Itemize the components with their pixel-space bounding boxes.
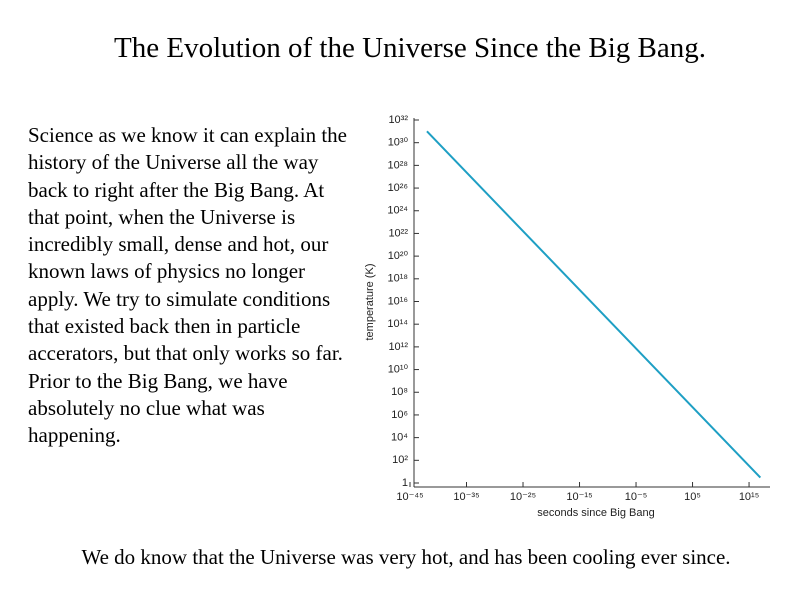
x-tick-label: 10⁻³⁵ — [453, 491, 479, 503]
y-axis-label: temperature (K) — [364, 263, 376, 340]
slide-title: The Evolution of the Universe Since the … — [114, 32, 706, 64]
y-tick-label: 10² — [392, 454, 408, 466]
body-text: Science as we know it can explain the hi… — [28, 123, 347, 448]
footer-text: We do know that the Universe was very ho… — [81, 545, 731, 569]
y-tick-label: 10¹⁰ — [388, 363, 409, 375]
y-tick-label: 10¹⁸ — [387, 273, 408, 285]
y-tick-label: 10²⁸ — [387, 159, 408, 171]
y-tick-label: 10¹⁴ — [387, 318, 408, 330]
x-tick-label: 10⁻⁴⁵ — [396, 491, 423, 503]
y-tick-label: 10⁴ — [391, 432, 408, 444]
y-tick-label: 1 — [402, 477, 408, 489]
y-tick-label: 10¹⁶ — [388, 295, 408, 307]
x-tick-label: 10⁻²⁵ — [510, 491, 536, 503]
x-tick-label: 10¹⁵ — [739, 491, 759, 503]
y-tick-label: 10²⁶ — [388, 182, 408, 194]
y-tick-label: 10³² — [388, 114, 408, 126]
data-line — [426, 130, 762, 479]
x-axis-label: seconds since Big Bang — [537, 507, 654, 519]
x-tick-label: 10⁻⁵ — [625, 491, 648, 503]
y-tick-label: 10²⁴ — [387, 205, 408, 217]
y-tick-label: 10²² — [388, 227, 408, 239]
y-tick-label: 10⁸ — [391, 386, 408, 398]
y-tick-label: 10²⁰ — [388, 250, 409, 262]
y-tick-label: 10³⁰ — [388, 137, 409, 149]
x-tick-label: 10⁵ — [684, 491, 701, 503]
x-tick-label: 10⁻¹⁵ — [566, 491, 592, 503]
y-tick-label: 10¹² — [388, 341, 408, 353]
y-tick-label: 10⁶ — [391, 409, 408, 421]
